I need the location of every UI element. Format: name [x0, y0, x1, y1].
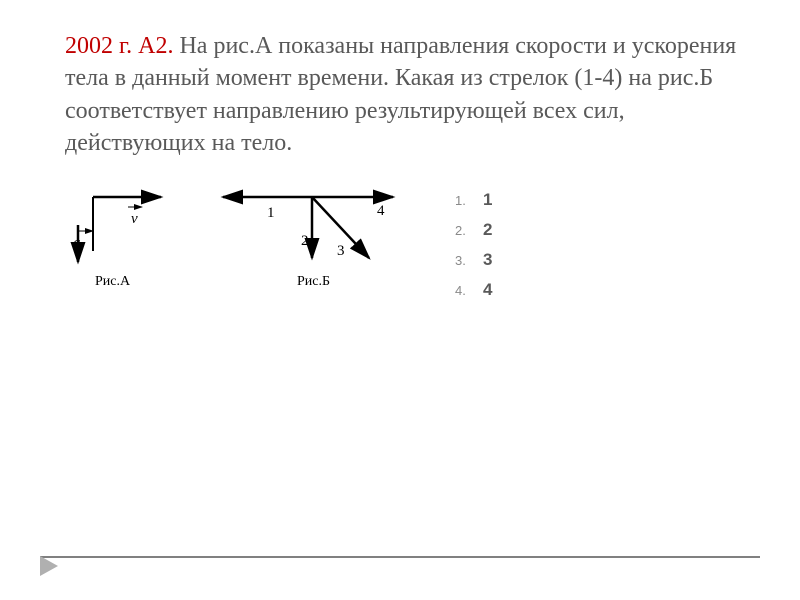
answer-num: 2.	[455, 223, 483, 238]
answer-num: 4.	[455, 283, 483, 298]
figa-v-label: v	[131, 211, 138, 227]
figb-label-3: 3	[337, 243, 345, 259]
answer-option: 1. 1	[455, 190, 492, 210]
question-text: 2002 г. А2. На рис.А показаны направлени…	[65, 30, 750, 160]
figure-b: 1 2 3 4 Рис.Б	[215, 185, 405, 295]
figb-label-4: 4	[377, 203, 385, 219]
answer-label: 3	[483, 250, 492, 270]
figb-label-1: 1	[267, 205, 275, 221]
answer-option: 4. 4	[455, 280, 492, 300]
figb-label-2: 2	[301, 233, 309, 249]
answer-list: 1. 1 2. 2 3. 3 4. 4	[455, 185, 492, 310]
answer-option: 3. 3	[455, 250, 492, 270]
figa-a-label: a	[73, 235, 81, 251]
question-prefix: 2002 г. А2.	[65, 33, 173, 59]
figure-a: v a Рис.А	[65, 185, 185, 295]
figa-caption: Рис.А	[95, 274, 131, 289]
answer-label: 1	[483, 190, 492, 210]
figures-row: v a Рис.А	[65, 185, 750, 310]
bottom-rule	[40, 556, 760, 558]
answer-num: 1.	[455, 193, 483, 208]
slide-marker-icon	[40, 556, 62, 576]
answer-label: 4	[483, 280, 492, 300]
figb-caption: Рис.Б	[297, 274, 330, 289]
answer-label: 2	[483, 220, 492, 240]
answer-num: 3.	[455, 253, 483, 268]
answer-option: 2. 2	[455, 220, 492, 240]
